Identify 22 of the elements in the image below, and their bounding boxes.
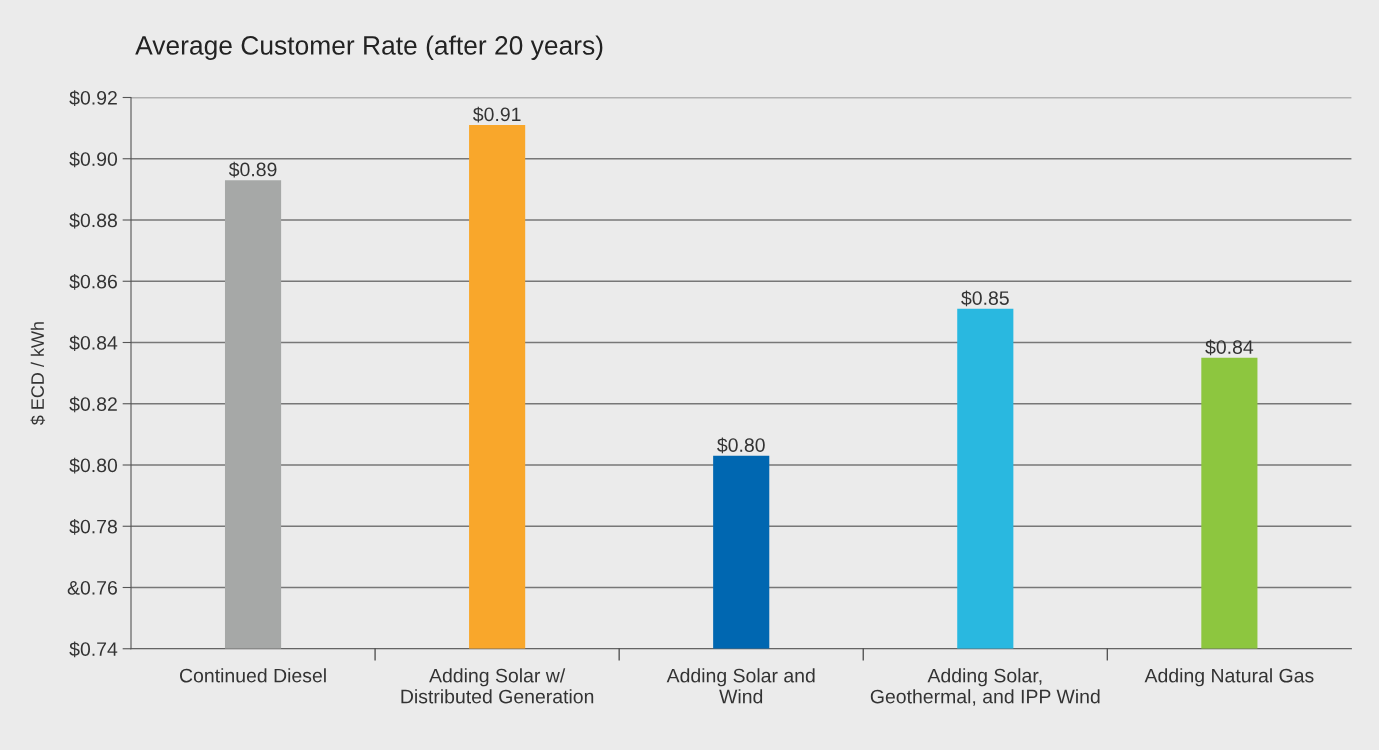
y-tick-label: $0.84 xyxy=(69,335,118,351)
y-tick-label: $0.74 xyxy=(69,641,118,658)
y-tick-label: &0.76 xyxy=(67,580,117,595)
y-tick-label: $0.78 xyxy=(69,518,117,535)
x-tick-label: Adding Solar w/ Distributed Generation xyxy=(401,668,594,704)
x-tick-label: Adding Natural Gas xyxy=(1144,668,1314,687)
y-axis-title: $ ECD / kWh xyxy=(30,322,46,426)
data-label: $0.91 xyxy=(473,106,521,123)
x-tick-label: Adding Solar, Geothermal, and IPP Wind xyxy=(870,668,1100,706)
y-tick-label: $0.82 xyxy=(69,396,117,413)
y-tick-label: $0.86 xyxy=(69,273,117,290)
data-label: $0.85 xyxy=(961,290,1009,307)
y-tick-label: $0.88 xyxy=(69,212,117,229)
data-label: $0.89 xyxy=(228,161,277,178)
data-label: $0.80 xyxy=(717,437,765,454)
y-tick-label: $0.90 xyxy=(69,151,118,168)
data-label: $0.84 xyxy=(1205,339,1254,356)
y-tick-label: $0.80 xyxy=(69,457,118,474)
x-tick-label: Continued Diesel xyxy=(180,668,326,683)
x-tick-label: Adding Solar and Wind xyxy=(666,668,815,704)
y-tick-label: $0.92 xyxy=(69,90,117,106)
chart-title: Average Customer Rate (after 20 years) xyxy=(135,35,603,60)
